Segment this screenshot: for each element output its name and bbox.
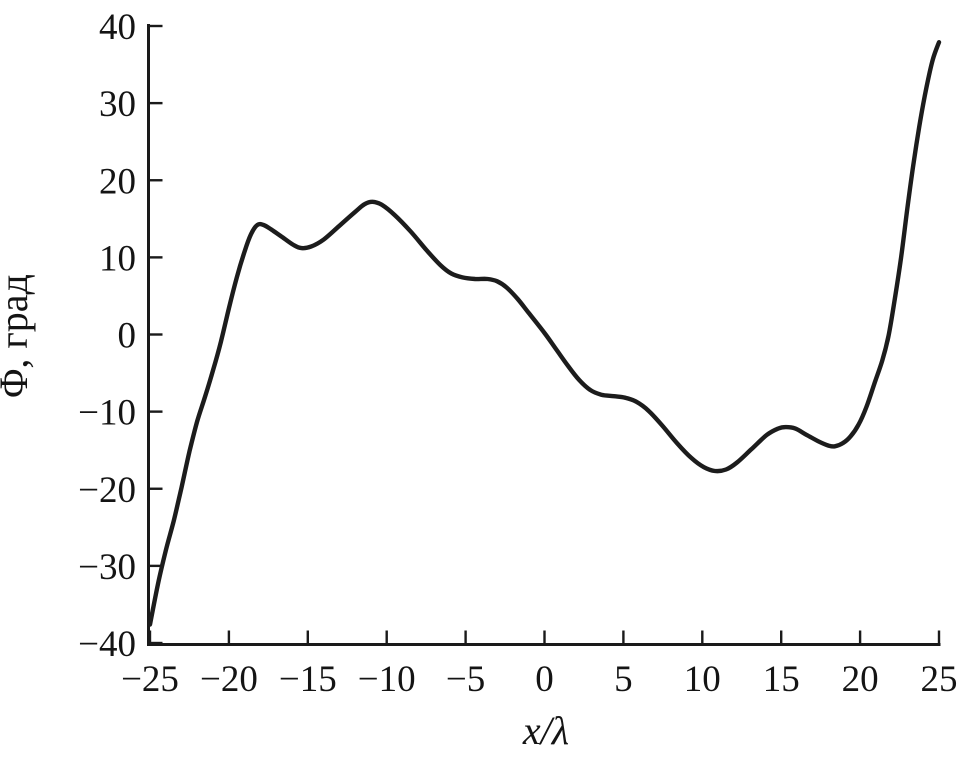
- y-tick-label: −20: [78, 470, 136, 511]
- y-tick-label: 40: [99, 7, 136, 48]
- x-tick-label: 20: [842, 659, 879, 700]
- y-tick-label: 10: [99, 238, 136, 279]
- x-tick-label: −15: [279, 659, 337, 700]
- phase-curve: [147, 40, 942, 627]
- y-tick-label: −30: [78, 547, 136, 588]
- x-tick-label: 5: [614, 659, 633, 700]
- y-axis-label: Φ, град: [0, 274, 36, 398]
- x-tick-label: 0: [535, 659, 554, 700]
- axes-layer: −40 −30 −20 −10 0 10 20 30 40 −25 −20 −15 −10 −5 0 5 10 1…: [78, 7, 957, 700]
- x-tick-label: 10: [684, 659, 721, 700]
- x-tick-label: 25: [921, 659, 958, 700]
- x-tick-label: 15: [763, 659, 800, 700]
- y-tick-label: −40: [78, 624, 136, 665]
- y-tick-label: 20: [99, 161, 136, 202]
- y-tick-label: 30: [99, 84, 136, 125]
- y-tick-label: −10: [78, 393, 136, 434]
- y-tick-label: 0: [118, 316, 137, 357]
- x-axis-label: x/λ: [522, 708, 569, 753]
- x-tick-label: −5: [446, 659, 485, 700]
- x-tick-label: −10: [358, 659, 416, 700]
- x-tick-label: −25: [121, 659, 179, 700]
- x-tick-label: −20: [200, 659, 258, 700]
